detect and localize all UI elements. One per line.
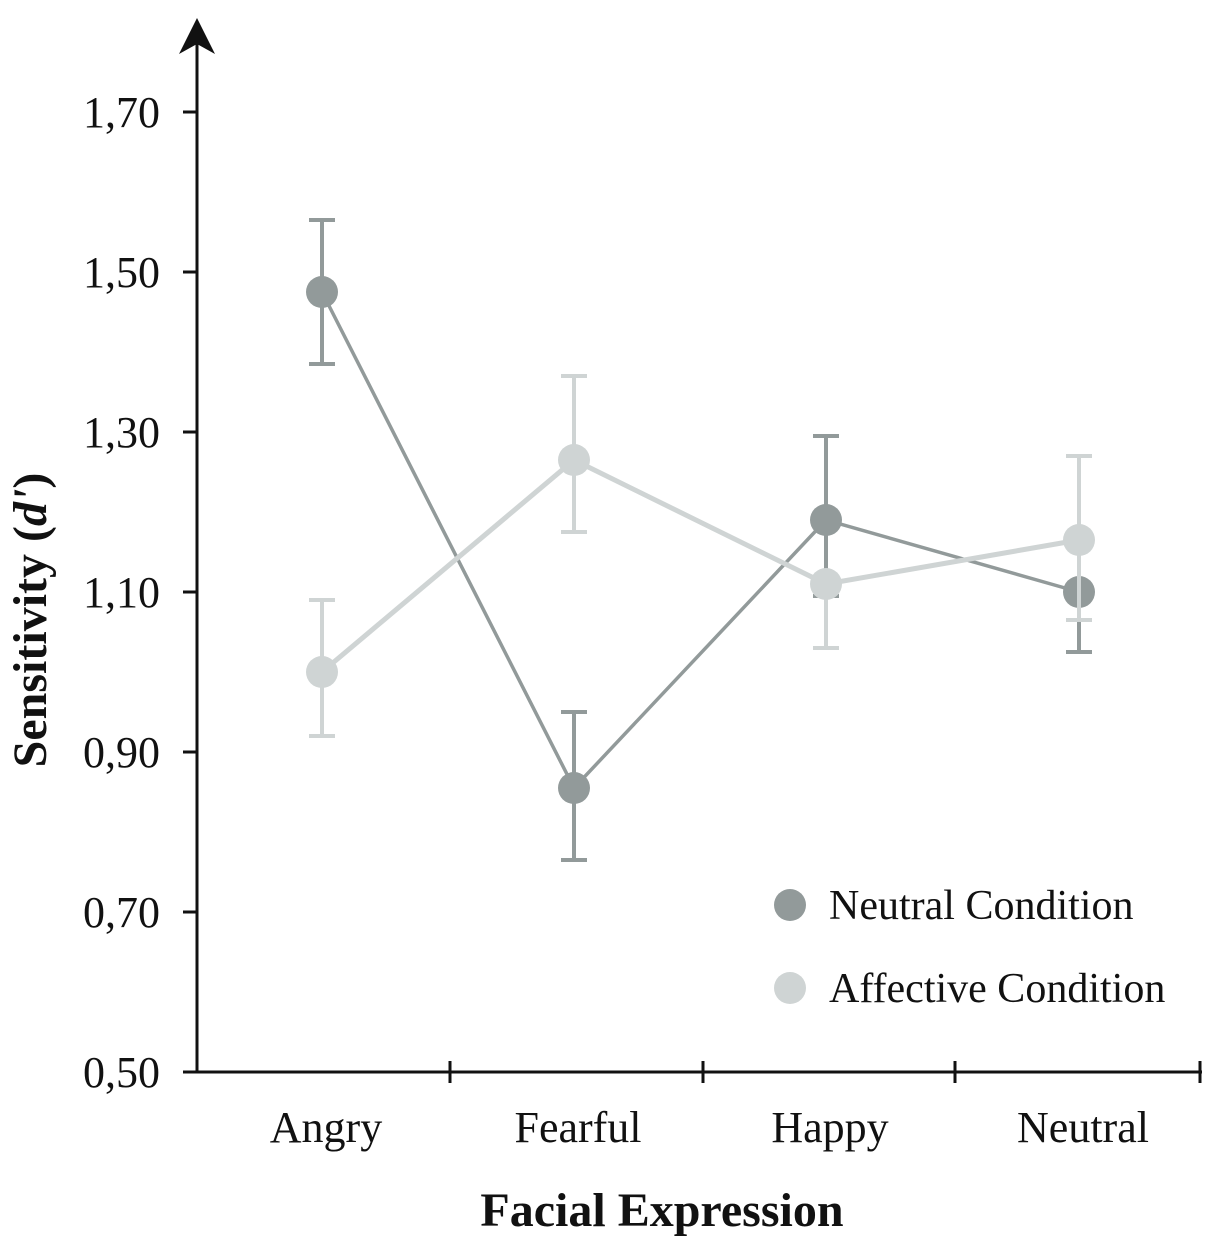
legend-marker xyxy=(774,972,806,1004)
series-line xyxy=(320,291,1080,792)
data-point-happy xyxy=(810,504,842,536)
y-axis-title-close: ) xyxy=(4,473,57,489)
y-axis-title: Sensitivity (d') xyxy=(4,473,57,768)
legend: Neutral Condition Affective Condition xyxy=(774,883,1165,1012)
x-tick-label-angry: Angry xyxy=(270,1103,382,1152)
y-tick-label-6: 1,70 xyxy=(83,88,160,137)
x-axis-title: Facial Expression xyxy=(480,1184,843,1237)
y-tick-label-1: 0,70 xyxy=(83,888,160,937)
x-tick-label-neutral: Neutral xyxy=(1017,1103,1149,1152)
data-point-happy xyxy=(810,568,842,600)
axes-layer: 0,50 0,70 0,90 1,10 1,30 1,50 1,70 Angry Fearful… xyxy=(83,18,1202,1152)
series-line xyxy=(320,457,1080,674)
y-axis-title-text: Sensitivity ( xyxy=(4,526,57,767)
legend-marker xyxy=(774,889,806,921)
y-axis-title-italic: d' xyxy=(4,489,57,526)
data-point-angry xyxy=(306,276,338,308)
y-tick-label-4: 1,30 xyxy=(83,408,160,457)
data-point-fearful xyxy=(558,772,590,804)
data-point-angry xyxy=(306,656,338,688)
legend-item-neutral-condition: Neutral Condition xyxy=(774,883,1133,929)
series-layer xyxy=(306,218,1095,862)
y-axis-arrow-icon xyxy=(179,18,215,54)
y-tick-label-2: 0,90 xyxy=(83,728,160,777)
y-tick-label-5: 1,50 xyxy=(83,248,160,297)
series-affective-condition xyxy=(306,374,1095,738)
legend-label: Affective Condition xyxy=(829,966,1165,1012)
x-tick-label-happy: Happy xyxy=(771,1103,888,1152)
y-tick-label-3: 1,10 xyxy=(83,568,160,617)
data-point-fearful xyxy=(558,444,590,476)
legend-item-affective-condition: Affective Condition xyxy=(774,966,1165,1012)
legend-label: Neutral Condition xyxy=(829,883,1133,929)
data-point-neutral xyxy=(1063,524,1095,556)
series-neutral-condition xyxy=(306,218,1095,862)
x-tick-label-fearful: Fearful xyxy=(514,1103,641,1152)
y-tick-label-0: 0,50 xyxy=(83,1048,160,1097)
